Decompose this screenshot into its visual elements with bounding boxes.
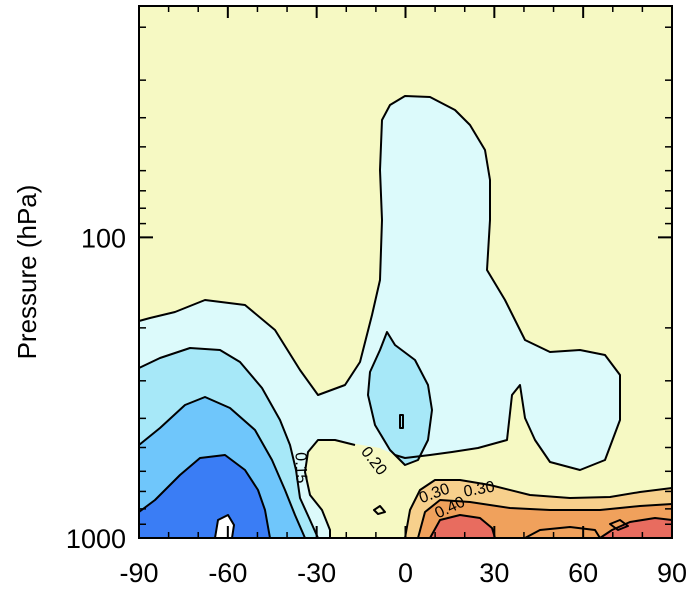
contour-line-warm-outer [404, 479, 673, 539]
contour-line-island-core [399, 414, 404, 429]
y-axis-ticks: 100 1000 [66, 26, 672, 554]
x-tick-label: 90 [657, 558, 687, 588]
y-axis-title: Pressure (hPa) [12, 185, 42, 360]
contour-line-left-cyan-lower [304, 439, 356, 538]
contour-line-blue [138, 396, 306, 539]
x-axis-ticks: -90 -60 -30 0 30 60 90 [119, 6, 687, 588]
contour-line-white-core [214, 514, 235, 539]
contour-fill-white-core [215, 515, 234, 538]
contour-fill-red-right [600, 518, 672, 538]
contour-fill-dark-blue [139, 455, 270, 538]
contour-line-warm-ring [524, 526, 601, 539]
contour-line-warm-red-left [429, 514, 496, 539]
contour-line-dark-blue [138, 454, 271, 539]
contour-line-warm-small [609, 519, 629, 531]
contour-line-warm-red-right [599, 517, 673, 539]
y-tick-label: 1000 [66, 524, 126, 554]
y-tick-label: 100 [81, 223, 126, 253]
x-tick-label: -30 [297, 558, 336, 588]
contour-fill-red-left [430, 515, 495, 538]
x-tick-label: 0 [398, 558, 413, 588]
x-tick-label: 60 [568, 558, 598, 588]
contour-line-small-loop [373, 505, 386, 515]
contour-label: 0.15 [291, 452, 309, 484]
contour-fill-cyan-island [368, 332, 432, 465]
x-tick-label: -90 [119, 558, 158, 588]
x-tick-label: 30 [479, 558, 509, 588]
contour-line-cyan [138, 347, 319, 539]
contour-lines [138, 95, 673, 539]
x-tick-label: -60 [208, 558, 247, 588]
contour-label: 0.30 [462, 478, 496, 500]
contour-line-warm-mid [417, 499, 673, 539]
contour-line-island [367, 331, 433, 466]
contour-line-outer-cyan [138, 95, 621, 471]
